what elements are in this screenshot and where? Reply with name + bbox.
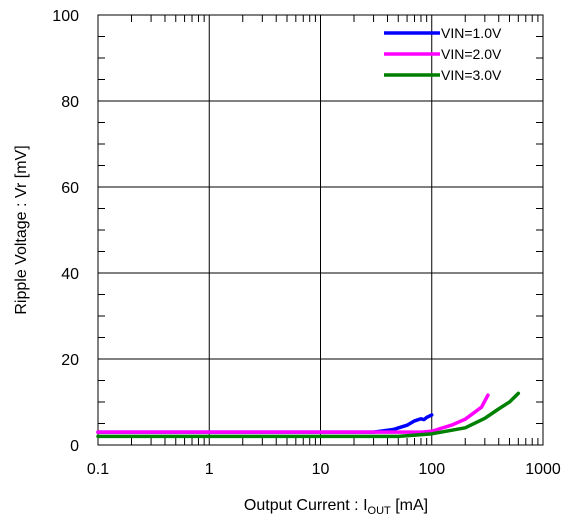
legend: VIN=1.0V VIN=2.0V VIN=3.0V xyxy=(384,25,502,83)
legend-label: VIN=1.0V xyxy=(441,25,502,41)
x-tick-label: 1000 xyxy=(525,461,561,478)
x-tick-label: 100 xyxy=(418,461,445,478)
series-line-vin-3-0v xyxy=(96,391,521,439)
series-line-vin-2-0v xyxy=(96,393,490,434)
y-tick-label: 80 xyxy=(61,94,79,111)
x-axis-title-subscript: OUT xyxy=(368,505,392,517)
y-tick-label: 100 xyxy=(52,8,79,25)
x-tick-labels: 0.1 1 10 100 1000 xyxy=(87,461,561,478)
x-axis-title-tail: [mA] xyxy=(391,497,428,514)
y-tick-label: 40 xyxy=(61,266,79,283)
series-lines xyxy=(96,391,521,439)
legend-label: VIN=3.0V xyxy=(441,67,502,83)
minor-ticks xyxy=(98,15,543,445)
y-tick-label: 0 xyxy=(70,438,79,455)
x-tick-label: 1 xyxy=(205,461,214,478)
y-tick-labels: 0 20 40 60 80 100 xyxy=(52,8,79,455)
x-axis-title-main: Output Current : I xyxy=(244,497,368,514)
x-tick-label: 10 xyxy=(312,461,330,478)
x-tick-label: 0.1 xyxy=(87,461,109,478)
y-tick-label: 60 xyxy=(61,180,79,197)
plot-frame xyxy=(97,14,544,446)
legend-label: VIN=2.0V xyxy=(441,46,502,62)
y-tick-label: 20 xyxy=(61,352,79,369)
x-axis-title: Output Current : IOUT [mA] xyxy=(244,497,428,517)
y-axis-title: Ripple Voltage : Vr [mV] xyxy=(13,145,30,314)
